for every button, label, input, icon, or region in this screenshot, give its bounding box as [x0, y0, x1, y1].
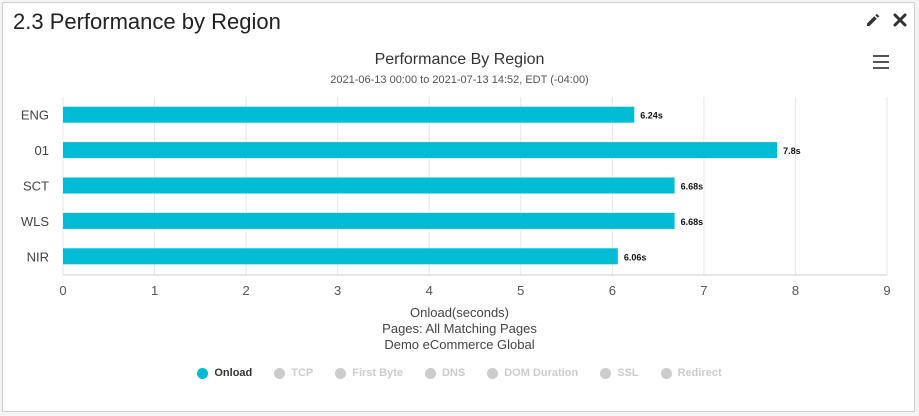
menu-line: [873, 67, 889, 69]
chart-title: Performance By Region: [374, 51, 545, 68]
chart-subtitle: 2021-06-13 00:00 to 2021-07-13 14:52, ED…: [330, 74, 589, 86]
legend-item-dom-duration[interactable]: DOM Duration: [487, 367, 578, 379]
y-category-label: SCT: [23, 179, 49, 194]
chart-legend: Onload TCP First Byte DNS DOM Duration SSL Red…: [3, 367, 916, 379]
site-label: Demo eCommerce Global: [384, 337, 535, 352]
x-tick-label: 2: [242, 283, 249, 298]
bar-data-label: 7.8s: [783, 146, 801, 156]
x-tick-label: 3: [334, 283, 341, 298]
bar-wls[interactable]: [63, 212, 675, 229]
legend-item-tcp[interactable]: TCP: [274, 367, 313, 379]
y-category-label: NIR: [27, 249, 49, 264]
bar-01[interactable]: [63, 142, 778, 159]
legend-item-redirect[interactable]: Redirect: [660, 367, 722, 379]
legend-label: TCP: [291, 367, 314, 379]
pages-filter-label: Pages: All Matching Pages: [382, 321, 537, 336]
x-tick-label: 0: [59, 283, 66, 298]
legend-item-onload[interactable]: Onload: [197, 367, 252, 379]
y-category-label: 01: [35, 143, 49, 158]
legend-marker: [660, 367, 672, 379]
bar-data-label: 6.68s: [681, 182, 704, 192]
legend-marker: [335, 367, 347, 379]
legend-marker: [425, 367, 436, 379]
bar-data-label: 6.06s: [624, 252, 647, 262]
legend-marker: [487, 367, 499, 379]
x-tick-label: 8: [792, 283, 799, 298]
legend-label: Onload: [214, 367, 253, 379]
legend-label: DOM Duration: [504, 367, 579, 379]
legend-label: DNS: [442, 367, 466, 379]
legend-label: Redirect: [677, 367, 722, 379]
legend-item-first-byte[interactable]: First Byte: [335, 367, 403, 379]
x-tick-label: 9: [883, 283, 890, 298]
legend-label: First Byte: [352, 367, 403, 379]
x-tick-label: 4: [426, 283, 433, 298]
x-tick-label: 7: [700, 283, 707, 298]
close-icon[interactable]: [892, 12, 908, 28]
bar-nir[interactable]: [63, 248, 618, 265]
menu-line: [873, 55, 889, 57]
x-axis-title: Onload(seconds): [410, 305, 509, 320]
menu-line: [873, 61, 889, 63]
pencil-icon[interactable]: [865, 12, 881, 28]
y-category-label: WLS: [21, 214, 50, 229]
legend-item-dns[interactable]: DNS: [425, 367, 465, 379]
performance-panel: 2.3 Performance by Region Performance By…: [2, 2, 915, 412]
x-tick-label: 5: [517, 283, 524, 298]
bar-data-label: 6.24s: [640, 111, 663, 121]
y-category-label: ENG: [21, 108, 49, 123]
bar-data-label: 6.68s: [681, 217, 704, 227]
legend-item-ssl[interactable]: SSL: [600, 367, 639, 379]
bar-eng[interactable]: [63, 106, 635, 123]
panel-title: 2.3 Performance by Region: [13, 9, 281, 34]
legend-marker: [274, 367, 286, 379]
hamburger-menu-icon[interactable]: [873, 55, 889, 69]
bar-sct[interactable]: [63, 177, 675, 194]
legend-label: SSL: [617, 367, 639, 379]
x-tick-label: 1: [151, 283, 158, 298]
legend-marker: [600, 367, 612, 379]
legend-marker: [197, 367, 209, 379]
x-tick-label: 6: [609, 283, 616, 298]
